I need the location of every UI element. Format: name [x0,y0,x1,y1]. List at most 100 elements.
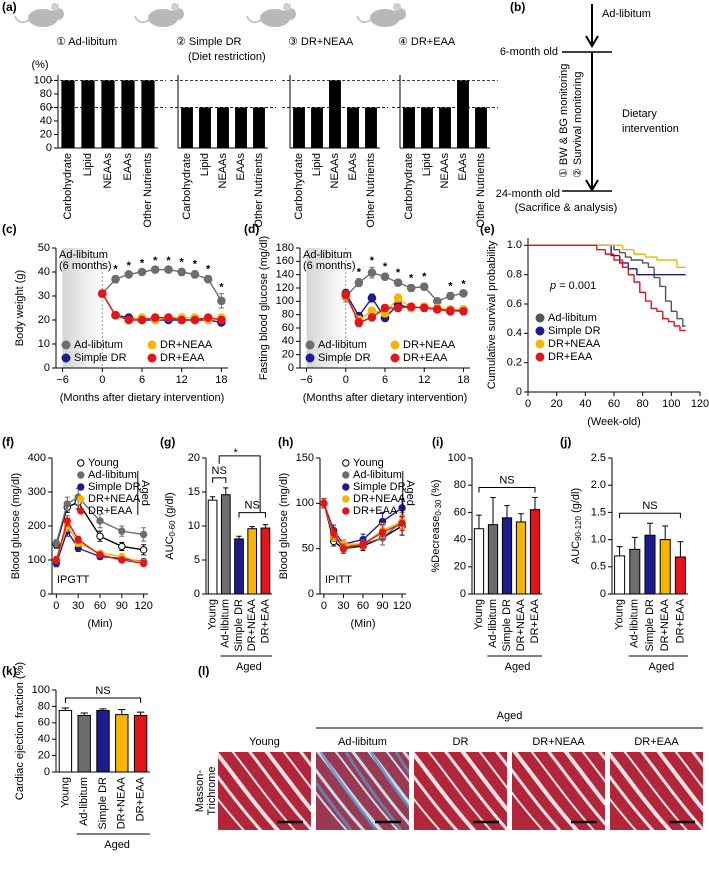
survival-step [641,260,649,264]
error-bar [518,513,524,522]
bar [133,714,148,773]
legend-marker [342,471,350,479]
x-tick-label: NEAAs [217,153,229,189]
arrow [585,52,599,192]
point [139,530,148,539]
y-tick-label: 20 [282,349,294,361]
group-label: Aged [649,661,675,673]
x-tick-label: Other Nutrients [365,153,377,228]
bar [121,80,135,148]
bar [365,107,377,148]
mouse-tail [14,15,30,23]
annotation-part: = 0.001 [556,280,596,292]
legend-label: Young [353,457,384,469]
fiber-gap [547,752,605,826]
fiber-gap [581,752,605,783]
y-tick-label: 0.5 [591,561,606,573]
legend-marker [342,495,350,503]
legend-label: Ad-libitum [88,469,137,481]
mouse-body [370,9,400,27]
survival-step [621,260,629,269]
bar [421,107,433,148]
survival-step [621,245,635,251]
error-bar [662,525,669,540]
y-tick-label: 60 [454,506,466,518]
point [118,556,126,564]
timeline-t1: 6-month old [500,46,558,58]
timeline-t2: 24-month old [496,188,560,200]
panel-label: (g) [160,435,175,449]
fiber-gap [427,752,492,830]
y-tick-label: 160 [276,255,294,267]
survival-step [659,277,666,288]
bar [403,107,415,148]
x-tick-label: 12 [418,374,430,386]
panel-label: (i) [432,435,443,449]
y-tick-label: 0 [308,588,314,600]
point [380,272,390,281]
image-label: Ad-libitum [338,736,387,748]
x-tick-label: DR+EAA [529,598,541,643]
x-tick-label: DR+NEAA [515,598,527,651]
significance-star: * [140,258,145,270]
survival-step [664,286,672,302]
point [339,544,348,553]
bracket [238,512,266,518]
mouse-ear [51,3,59,11]
error-bar [80,712,88,716]
y-label-part: 0-30 [434,499,443,516]
point [380,303,390,313]
bar [81,80,95,148]
fiber-gap [316,767,366,830]
histology-image [512,752,605,830]
point [98,289,107,298]
bar [644,534,656,595]
legend-label: DR+NEAA [403,339,456,351]
y-tick-label: 80 [282,309,294,321]
survival-step [656,308,663,313]
bar [515,521,527,595]
y-axis-label: Body weight (g) [14,270,26,346]
y-tick-label: 0 [44,362,50,374]
y-tick-label: 40 [38,733,50,745]
x-tick-label: 100 [662,398,680,410]
x-tick-label: Ad-libitum [78,777,90,826]
bar [501,517,513,595]
y-tick-label: 0 [516,386,522,398]
survival-step [653,267,660,279]
significance-star: * [180,256,185,268]
point [329,529,338,537]
x-tick-label: 18 [457,374,469,386]
timeline-monitoring: ② Survival monitoring [572,72,584,178]
point [433,305,442,314]
legend-label: DR+NEAA [160,339,213,351]
x-tick-label: Young [473,599,485,630]
bar [293,107,305,148]
bar [235,107,247,148]
error-bar [209,496,216,501]
y-tick-label: 100 [448,452,466,464]
y-tick-label: 20 [38,314,50,326]
point [398,504,406,512]
x-axis-label: (Min) [350,618,375,630]
panel-label: (l) [198,664,209,678]
mouse-tail [134,15,150,23]
x-tick-label: −6 [300,374,313,386]
legend-label: Young [88,457,119,469]
error-bar [249,526,255,529]
legend-marker [342,507,350,515]
panel-label: (d) [244,222,259,236]
histology-image [414,752,507,830]
y-label-part: AUC [164,536,176,559]
y-tick-label: 0.8 [507,269,522,281]
point [446,306,455,315]
survival-step [662,311,669,320]
image-label: DR+NEAA [532,736,585,748]
bar [115,714,129,773]
fiber-gap [512,791,544,830]
error-bar [631,536,638,550]
fiber-gap [563,752,605,807]
survival-step [644,254,657,258]
x-axis-label: (Months after dietary intervention) [303,392,467,404]
significance-star: * [448,281,453,293]
